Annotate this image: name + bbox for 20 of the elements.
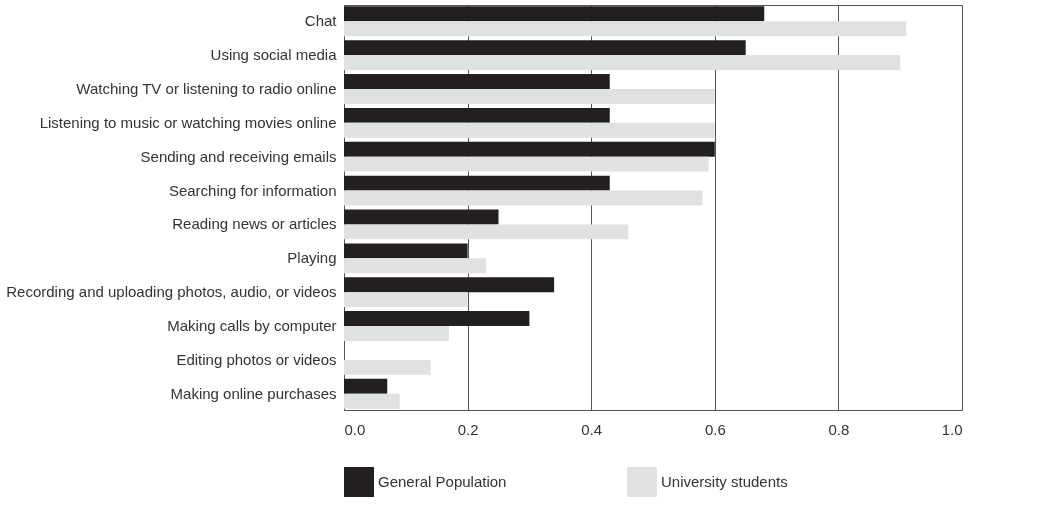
y-tick-label: Recording and uploading photos, audio, or videos	[6, 283, 337, 301]
x-tick-label: 0.0	[344, 420, 366, 438]
x-tick-label: 0.6	[704, 420, 726, 438]
legend-label: General Population	[378, 473, 507, 490]
y-tick-label: Using social media	[210, 46, 338, 64]
y-tick-label: Making online purchases	[170, 384, 337, 402]
y-tick-label: Searching for information	[168, 181, 337, 199]
x-tick-label: 1.0	[941, 420, 963, 438]
y-tick-label: Making calls by computer	[167, 317, 337, 335]
y-tick-label: Listening to music or watching movies online	[39, 113, 337, 131]
x-tick-label: 0.8	[828, 420, 850, 438]
x-tick-label: 0.2	[457, 420, 479, 438]
y-tick-label: Chat	[304, 12, 338, 30]
y-tick-label: Reading news or articles	[172, 215, 337, 233]
y-tick-label: Sending and receiving emails	[140, 147, 337, 165]
x-tick-label: 0.4	[581, 420, 603, 438]
y-tick-label: Watching TV or listening to radio online	[76, 79, 337, 97]
y-tick-label: Editing photos or videos	[176, 350, 337, 368]
legend-label: University students	[661, 473, 788, 490]
y-tick-label: Playing	[287, 249, 337, 267]
